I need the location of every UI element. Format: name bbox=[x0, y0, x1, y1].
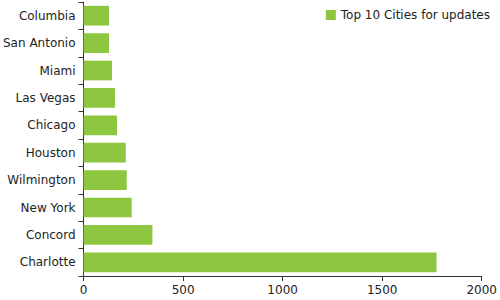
svg-text:2000: 2000 bbox=[466, 283, 497, 297]
svg-text:Columbia: Columbia bbox=[19, 9, 76, 23]
svg-text:1000: 1000 bbox=[267, 283, 298, 297]
svg-text:Concord: Concord bbox=[26, 228, 76, 242]
svg-text:Wilmington: Wilmington bbox=[7, 173, 75, 187]
svg-text:San Antonio: San Antonio bbox=[3, 36, 76, 50]
svg-text:1500: 1500 bbox=[367, 283, 398, 297]
svg-text:Top 10 Cities for updates: Top 10 Cities for updates bbox=[340, 8, 490, 22]
svg-text:Miami: Miami bbox=[39, 64, 75, 78]
svg-text:Chicago: Chicago bbox=[27, 118, 75, 132]
svg-text:0: 0 bbox=[80, 283, 88, 297]
svg-text:New York: New York bbox=[21, 201, 76, 215]
svg-text:Houston: Houston bbox=[26, 146, 76, 160]
svg-text:Charlotte: Charlotte bbox=[20, 255, 76, 269]
svg-text:500: 500 bbox=[172, 283, 195, 297]
svg-text:Las Vegas: Las Vegas bbox=[16, 91, 76, 105]
